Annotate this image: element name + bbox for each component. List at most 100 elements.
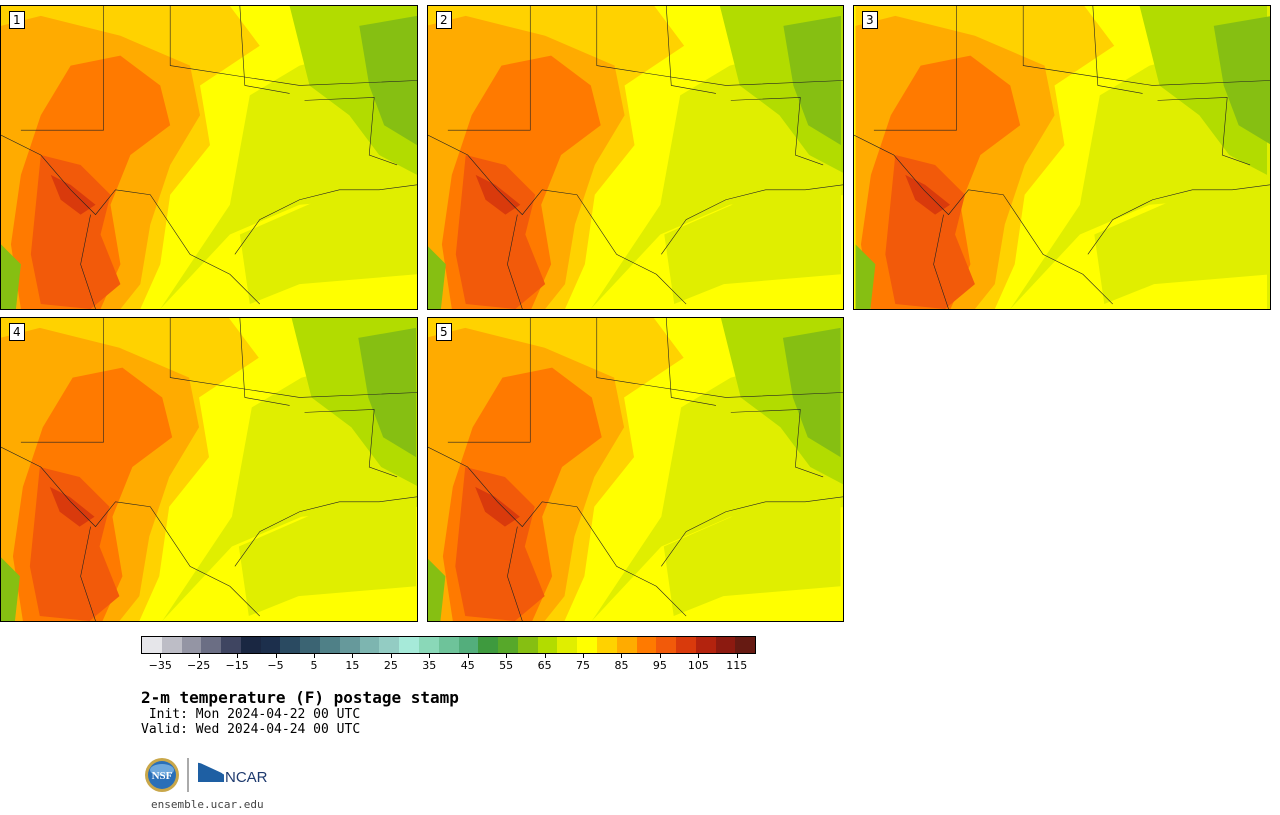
colorbar-tick bbox=[698, 654, 700, 658]
colorbar-tick-label: 65 bbox=[537, 659, 552, 672]
colorbar-tick-label: −35 bbox=[148, 659, 172, 672]
colorbar-cell bbox=[260, 637, 281, 653]
member-map-3: 3 bbox=[853, 5, 1271, 310]
colorbar-cell bbox=[596, 637, 617, 653]
field-contour bbox=[29, 467, 120, 621]
colorbar-cell bbox=[399, 637, 419, 653]
colorbar-cell bbox=[240, 637, 261, 653]
field-contour bbox=[475, 486, 520, 527]
state-border bbox=[80, 526, 96, 621]
field-contour bbox=[428, 246, 446, 309]
colorbar-tick bbox=[583, 654, 585, 658]
colorbar-cell bbox=[478, 637, 499, 653]
colorbar-cell bbox=[379, 637, 400, 653]
colorbar-cell bbox=[636, 637, 657, 653]
colorbar-tick-label: 35 bbox=[422, 659, 437, 672]
ncar-logo-icon: NCAR bbox=[197, 761, 268, 786]
member-label: 4 bbox=[9, 323, 25, 341]
state-border bbox=[596, 318, 843, 398]
colorbar-tick-label: 85 bbox=[614, 659, 629, 672]
state-border bbox=[239, 318, 290, 406]
colorbar-tick-label: 115 bbox=[726, 659, 748, 672]
colorbar-tick bbox=[621, 654, 623, 658]
field-contour bbox=[455, 155, 546, 309]
colorbar-tick-label: 95 bbox=[652, 659, 667, 672]
temperature-colorbar bbox=[141, 636, 756, 654]
colorbar-tick-label: −5 bbox=[267, 659, 284, 672]
field-contour bbox=[358, 327, 417, 458]
state-border bbox=[661, 184, 843, 255]
website-link[interactable]: ensemble.ucar.edu bbox=[151, 798, 264, 811]
nsf-logo-text: NSF bbox=[152, 770, 173, 782]
state-border bbox=[1087, 184, 1270, 255]
field-contour bbox=[885, 155, 975, 309]
state-border bbox=[428, 446, 687, 617]
colorbar-tick bbox=[429, 654, 431, 658]
colorbar-tick bbox=[237, 654, 239, 658]
state-border bbox=[80, 214, 96, 309]
colorbar-cell bbox=[695, 637, 716, 653]
state-border bbox=[507, 526, 523, 621]
colorbar-tick-label: −25 bbox=[187, 659, 211, 672]
valid-time: Valid: Wed 2024-04-24 00 UTC bbox=[141, 722, 361, 737]
colorbar-tick-label: 25 bbox=[383, 659, 398, 672]
state-border bbox=[730, 409, 824, 478]
colorbar-cell bbox=[339, 637, 360, 653]
colorbar-tick-label: 45 bbox=[460, 659, 475, 672]
member-label: 3 bbox=[862, 11, 878, 29]
colorbar-tick bbox=[160, 654, 162, 658]
nsf-logo-icon: NSF bbox=[145, 758, 179, 792]
state-border bbox=[20, 318, 104, 443]
state-border bbox=[169, 6, 417, 86]
field-contour bbox=[30, 155, 121, 309]
colorbar-tick bbox=[275, 654, 277, 658]
page-title: 2-m temperature (F) postage stamp bbox=[141, 688, 459, 707]
field-contour bbox=[50, 174, 96, 215]
state-border bbox=[428, 134, 687, 305]
state-border bbox=[234, 184, 417, 255]
field-contour bbox=[428, 558, 446, 621]
state-border bbox=[447, 6, 531, 131]
member-label: 2 bbox=[436, 11, 452, 29]
colorbar-tick-label: 75 bbox=[576, 659, 591, 672]
colorbar-tick-label: 105 bbox=[687, 659, 709, 672]
field-contour bbox=[238, 501, 417, 617]
colorbar-tick bbox=[506, 654, 508, 658]
colorbar-tick bbox=[352, 654, 354, 658]
colorbar-cell bbox=[320, 637, 340, 653]
field-contour bbox=[239, 189, 417, 305]
member-map-4: 4 bbox=[0, 317, 418, 622]
member-label: 5 bbox=[436, 323, 452, 341]
field-contour bbox=[1213, 16, 1270, 145]
state-border bbox=[730, 97, 824, 166]
ncar-logo-text: NCAR bbox=[225, 769, 268, 786]
state-border bbox=[661, 496, 843, 567]
field-contour bbox=[1, 557, 20, 621]
temperature-field bbox=[854, 6, 1270, 309]
field-contour bbox=[663, 501, 841, 617]
state-border bbox=[304, 409, 398, 478]
colorbar-cell bbox=[656, 637, 677, 653]
colorbar-tick-label: −15 bbox=[225, 659, 249, 672]
colorbar-cell bbox=[537, 637, 558, 653]
state-border bbox=[507, 214, 523, 309]
field-contour bbox=[664, 189, 842, 305]
colorbar-cell bbox=[616, 637, 637, 653]
colorbar-tick-label: 5 bbox=[310, 659, 318, 672]
state-border bbox=[665, 6, 716, 94]
colorbar-cell bbox=[577, 637, 597, 653]
colorbar-tick bbox=[390, 654, 392, 658]
temperature-field bbox=[428, 318, 843, 621]
colorbar-cell bbox=[676, 637, 696, 653]
colorbar-tick-label: 55 bbox=[499, 659, 514, 672]
field-contour bbox=[475, 174, 521, 215]
logos: NSF NCAR bbox=[145, 758, 268, 792]
member-map-2: 2 bbox=[427, 5, 844, 310]
field-contour bbox=[1094, 189, 1270, 305]
colorbar-cell bbox=[735, 637, 756, 653]
state-border bbox=[1, 446, 260, 617]
colorbar-cell bbox=[498, 637, 518, 653]
colorbar-tick bbox=[467, 654, 469, 658]
colorbar-cell bbox=[438, 637, 459, 653]
field-contour bbox=[855, 244, 876, 309]
